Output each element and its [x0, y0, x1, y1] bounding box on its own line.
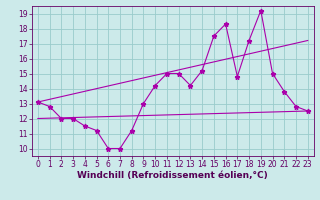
- X-axis label: Windchill (Refroidissement éolien,°C): Windchill (Refroidissement éolien,°C): [77, 171, 268, 180]
